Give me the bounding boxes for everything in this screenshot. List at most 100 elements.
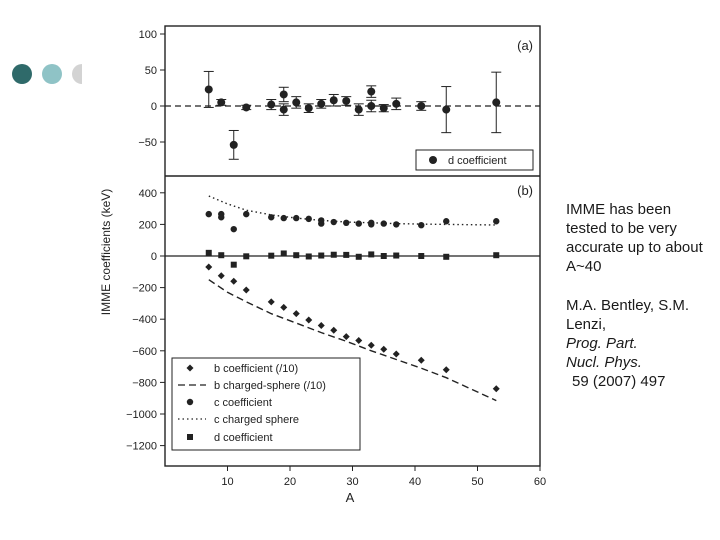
data-point-d-a — [378, 104, 389, 113]
data-point-c — [243, 210, 250, 218]
data-point-d-a — [278, 103, 289, 116]
data-point-d-a — [241, 103, 252, 112]
y-tick-label-b: −1200 — [126, 441, 157, 453]
y-tick-label-b: 0 — [151, 251, 157, 263]
data-point-b — [442, 366, 450, 374]
data-point-b — [305, 316, 313, 324]
data-point-d — [268, 252, 275, 259]
data-marker — [279, 105, 288, 114]
y-tick-label-b: 200 — [139, 219, 157, 231]
y-tick-label-b: −600 — [132, 346, 157, 358]
data-point-d — [493, 252, 500, 259]
data-point-c — [368, 221, 375, 228]
data-marker — [304, 104, 313, 113]
data-point-d — [380, 253, 387, 259]
data-point-d-a — [366, 99, 377, 113]
data-point-d — [243, 253, 250, 260]
data-marker — [292, 98, 301, 107]
data-marker — [417, 102, 426, 110]
series-c-coefficient — [205, 210, 500, 233]
data-point-c — [493, 218, 500, 225]
x-tick-label: 40 — [409, 476, 421, 488]
data-point-b — [217, 272, 225, 280]
data-point-d — [393, 252, 400, 259]
data-point-c — [230, 225, 237, 233]
data-point-c — [418, 221, 425, 229]
data-point-b — [492, 385, 500, 393]
data-marker — [279, 90, 288, 99]
series-b-charged-sphere — [208, 279, 497, 402]
data-point-b — [230, 277, 238, 285]
panel-b: 400 200 0 −200 −400 −600 −800 −1000 −1200 10 20 30 4… — [126, 183, 546, 488]
data-point-b — [267, 298, 275, 306]
legend-entry: d coefficient — [214, 432, 273, 444]
citation-reference: 59 (2007) 497 — [572, 373, 666, 390]
data-point-c — [305, 215, 312, 223]
data-point-d-a — [203, 70, 214, 108]
panel-a: 100 50 0 −50 (a) d coefficient — [138, 29, 540, 171]
claim-text: IMME has been tested to be very accurate… — [566, 201, 703, 275]
legend-entry: d coefficient — [448, 155, 507, 167]
y-axis-label: IMME coefficients (keV) — [99, 189, 113, 315]
data-point-b — [317, 322, 325, 330]
y-tick-label-a: −50 — [138, 137, 157, 149]
x-tick-label: 10 — [221, 476, 233, 488]
data-point-c — [268, 214, 275, 221]
data-marker — [204, 85, 213, 94]
legend-marker — [429, 156, 437, 164]
data-point-d — [343, 251, 350, 258]
data-point-b — [355, 337, 363, 345]
data-point-b — [367, 341, 375, 349]
panel-label-b: (b) — [517, 183, 533, 198]
data-point-c — [205, 210, 212, 218]
data-point-d — [368, 251, 375, 258]
legend-marker-d — [187, 434, 193, 440]
data-point-b — [242, 286, 250, 294]
data-point-b — [205, 263, 213, 271]
data-point-d — [418, 253, 425, 259]
x-axis-label: A — [346, 490, 355, 505]
legend-a: d coefficient — [415, 149, 534, 171]
data-marker — [329, 96, 338, 105]
data-point-c — [443, 218, 450, 225]
data-point-d-a — [353, 103, 364, 116]
series-b-coefficient — [205, 263, 500, 393]
y-tick-label-a: 50 — [145, 65, 157, 77]
data-point-c — [393, 221, 400, 228]
x-tick-label: 50 — [471, 476, 483, 488]
data-point-d — [443, 253, 450, 260]
data-marker — [229, 140, 238, 149]
legend-entry: b charged-sphere (/10) — [214, 380, 326, 392]
decoration-dot-dark — [12, 64, 32, 84]
legend-box — [171, 357, 361, 451]
data-marker — [367, 87, 376, 96]
x-tick-label: 30 — [346, 476, 358, 488]
data-point-d-a — [491, 71, 502, 134]
y-tick-label-a: 100 — [139, 29, 157, 41]
data-point-d-a — [341, 96, 352, 106]
data-point-d-a — [303, 103, 314, 113]
data-point-c — [355, 220, 362, 227]
data-point-c — [318, 220, 325, 227]
data-point-d-a — [278, 86, 289, 103]
data-point-d — [205, 249, 212, 256]
data-marker — [267, 100, 276, 109]
series-d-coefficient — [205, 249, 500, 268]
data-point-b — [330, 326, 338, 334]
data-point-c — [330, 218, 337, 226]
data-point-c — [280, 214, 287, 222]
legend-marker-c — [186, 398, 194, 406]
data-marker — [342, 96, 351, 105]
data-point-d — [293, 252, 300, 259]
decoration-dot-mid — [42, 64, 62, 84]
data-point-d-a — [266, 99, 277, 111]
data-point-d-a — [216, 98, 227, 107]
decoration-dot-light — [72, 64, 82, 84]
y-tick-label-b: 400 — [139, 188, 157, 200]
legend-entry: c coefficient — [214, 397, 272, 409]
data-point-d-a — [366, 85, 377, 98]
series-c-charged-sphere — [208, 195, 497, 226]
data-point-b — [392, 350, 400, 358]
data-point-d — [218, 252, 225, 259]
data-marker — [217, 98, 226, 107]
